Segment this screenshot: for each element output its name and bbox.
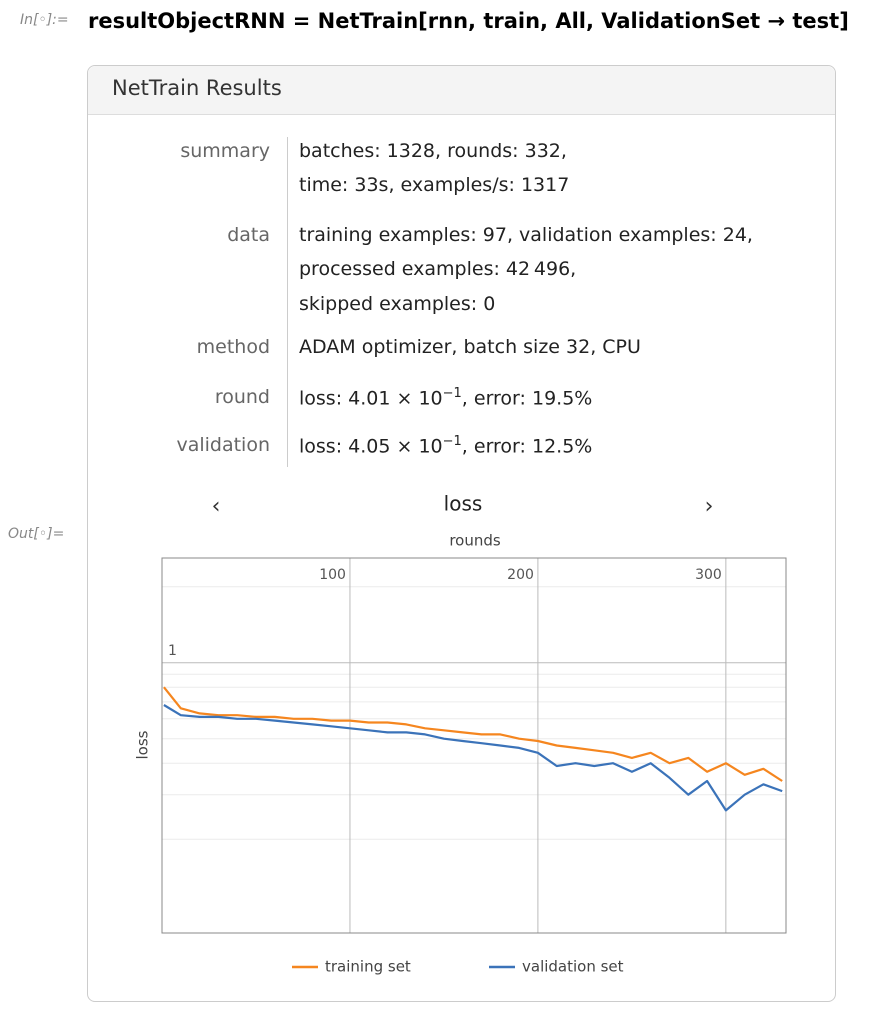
row-value: training examples: 97, validation exampl… [299,224,753,246]
row-value: ADAM optimizer, batch size 32, CPU [299,336,641,358]
row-value: batches: 1328, rounds: 332, [299,140,567,162]
results-panel: NetTrain Results [87,65,836,1002]
value-text: loss: 4.05 × 10 [299,435,443,458]
exponent: −1 [442,386,462,401]
x-axis-label: rounds [449,532,501,550]
plot-area [162,558,786,933]
row-label: round [214,386,270,408]
panel-title: NetTrain Results [112,76,282,100]
value-text: loss: 4.01 × 10 [299,387,443,410]
series-line [163,704,783,812]
exponent: −1 [442,434,462,449]
y-axis-label: loss [134,730,152,759]
row-value: processed examples: 42 496, [299,258,577,280]
row-label: method [196,336,270,358]
panel-header: NetTrain Results [88,66,835,115]
value-text: , error: 12.5% [461,435,593,458]
row-label: data [227,224,270,246]
separator [287,137,288,467]
row-label: summary [180,140,270,162]
chart-title: loss [444,492,483,516]
row-value: time: 33s, examples/s: 1317 [299,174,570,196]
series-line [163,686,783,782]
legend-label: validation set [522,958,624,976]
row-value: skipped examples: 0 [299,293,496,315]
x-tick-label: 300 [695,567,722,583]
x-tick-label: 200 [507,567,534,583]
value-text: , error: 19.5% [461,387,593,410]
prev-button[interactable]: ‹ [212,494,221,519]
next-button[interactable]: › [705,494,714,519]
row-value: loss: 4.01 × 10−1, error: 19.5% [299,386,592,409]
row-value: loss: 4.05 × 10−1, error: 12.5% [299,434,592,457]
legend-label: training set [325,958,411,976]
x-tick-label: 100 [319,567,346,583]
input-label: In[◦]:= [20,12,69,28]
output-label: Out[◦]= [8,526,65,542]
chart: ‹ › loss rounds loss 1 100 200 300 training … [134,492,787,976]
y-tick-label: 1 [168,643,177,659]
row-label: validation [176,434,270,456]
plot-frame [161,557,787,934]
input-code: resultObjectRNN = NetTrain[rnn, train, A… [88,9,849,33]
